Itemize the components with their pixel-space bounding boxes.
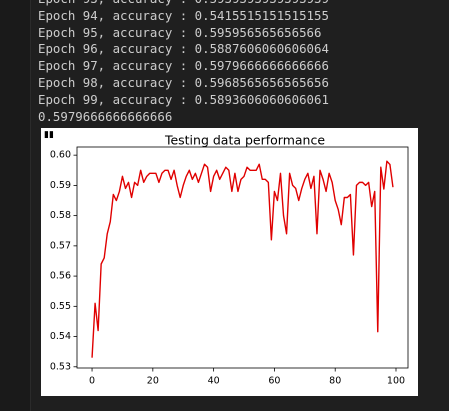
x-tick-label: 0 [89, 376, 95, 387]
figure-icon: ▮▮ [44, 130, 54, 140]
axes-frame [76, 146, 409, 369]
figure-background [41, 128, 418, 396]
console-line: Epoch 94, accuracy : 0.5415515151515155 [38, 7, 329, 23]
x-tick-label: 40 [208, 376, 220, 387]
console-line: Epoch 99, accuracy : 0.5893606060606061 [38, 91, 329, 107]
chart-title: Testing data performance [164, 133, 325, 148]
y-tick-label: 0.56 [50, 271, 71, 282]
y-tick-label: 0.54 [50, 331, 71, 342]
y-tick-label: 0.58 [50, 210, 71, 221]
console-line: Epoch 93, accuracy : 0.5939393939393939 [38, 0, 329, 7]
y-tick-label: 0.60 [50, 150, 71, 161]
gutter [0, 0, 31, 411]
y-tick-label: 0.57 [50, 240, 71, 251]
y-tick-label: 0.55 [50, 301, 71, 312]
x-tick-label: 20 [147, 376, 159, 387]
x-tick-label: 80 [329, 376, 341, 387]
y-tick-label: 0.59 [50, 180, 71, 191]
console-line: Epoch 97, accuracy : 0.5979666666666666 [38, 58, 329, 74]
y-tick-label: 0.53 [50, 361, 71, 372]
figure: Testing data performance ▮▮ 0.53 0.54 0.55… [41, 128, 418, 396]
console-line: 0.5979666666666666 [38, 108, 173, 124]
x-tick-label: 100 [387, 376, 405, 387]
x-tick-label: 60 [268, 376, 280, 387]
data-line [91, 160, 394, 358]
console-line: Epoch 95, accuracy : 0.595956565656566 [38, 24, 322, 40]
console-line: Epoch 96, accuracy : 0.5887606060606064 [38, 41, 329, 57]
console-line: Epoch 98, accuracy : 0.5968565656565656 [38, 75, 329, 90]
